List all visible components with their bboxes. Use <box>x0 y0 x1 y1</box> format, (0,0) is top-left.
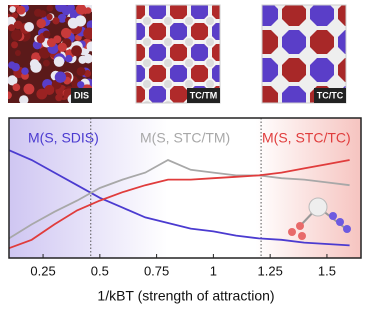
particle <box>36 34 45 44</box>
particle <box>75 5 87 15</box>
particle <box>12 83 21 92</box>
x-tick-label: 1 <box>210 263 217 278</box>
particle <box>83 53 92 64</box>
panel-label: TC/TM <box>190 90 218 100</box>
legend-label: M(S, STC/TC) <box>262 130 351 146</box>
particle <box>54 71 67 83</box>
particle <box>24 21 34 32</box>
x-tick-label: 0.5 <box>91 263 109 278</box>
x-tick-label: 0.75 <box>144 263 169 278</box>
particle <box>42 30 51 39</box>
particle <box>36 18 46 29</box>
particle <box>67 5 75 12</box>
particle <box>46 38 56 48</box>
snapshot-tc-tm: TC/TM <box>135 4 221 104</box>
series-line <box>8 159 350 250</box>
particle <box>55 5 67 12</box>
particle <box>11 41 18 49</box>
panel-label: TC/TC <box>317 90 344 100</box>
particle <box>13 20 23 30</box>
particle <box>52 17 60 25</box>
particle <box>83 27 92 40</box>
particle <box>84 70 92 78</box>
particle <box>9 6 16 13</box>
particle <box>42 59 50 67</box>
particle <box>57 13 67 23</box>
particle <box>76 66 86 76</box>
particle <box>21 67 29 75</box>
particle <box>8 24 16 32</box>
plot-frame <box>8 117 362 259</box>
particle <box>30 61 42 73</box>
snapshot-tc-tc: TC/TC <box>261 4 347 104</box>
legend-label: M(S, STC/TM) <box>140 130 230 146</box>
particle <box>23 83 35 95</box>
particle <box>46 5 54 12</box>
particle <box>71 45 82 57</box>
particle <box>8 91 12 100</box>
particle <box>46 13 53 21</box>
molecule-icon <box>288 197 351 240</box>
legend-label: M(S, SDIS) <box>28 130 99 146</box>
particle <box>11 62 20 72</box>
series-line <box>8 149 350 247</box>
particle <box>55 94 63 102</box>
particle <box>77 81 85 89</box>
particle <box>44 84 55 96</box>
particle <box>65 54 73 63</box>
x-tick-label: 0.25 <box>30 263 55 278</box>
particle <box>14 49 21 56</box>
x-axis-label: 1/kBT (strength of attraction) <box>97 288 274 304</box>
x-tick-label: 1.5 <box>318 263 336 278</box>
snapshot-dis: DIS <box>8 5 92 103</box>
particle <box>11 29 23 41</box>
particle <box>16 5 26 15</box>
particle <box>57 42 67 52</box>
particle <box>84 7 92 14</box>
particle <box>86 41 92 52</box>
particle <box>8 75 18 86</box>
particle <box>53 56 65 67</box>
x-tick-label: 1.25 <box>258 263 283 278</box>
panel-label: DIS <box>74 90 89 100</box>
particle <box>19 95 29 103</box>
particle <box>60 27 72 39</box>
particle <box>67 17 79 29</box>
particle <box>34 8 43 17</box>
particle <box>86 20 92 31</box>
series-line <box>8 158 350 240</box>
